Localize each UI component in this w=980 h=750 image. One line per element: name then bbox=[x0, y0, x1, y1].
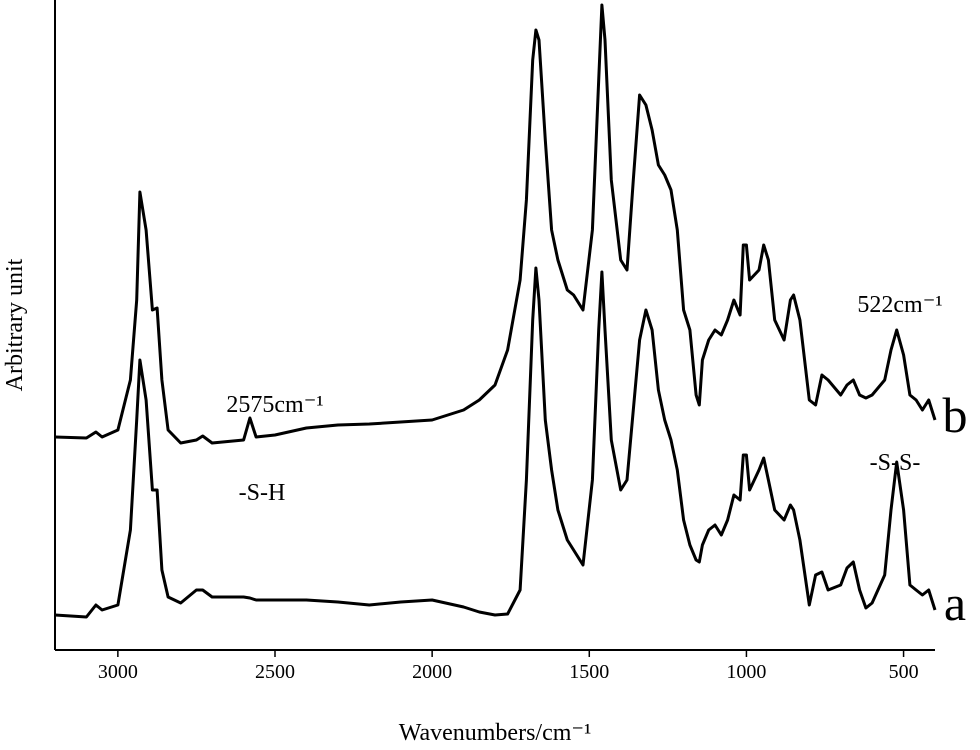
x-tick-label: 2000 bbox=[412, 661, 452, 683]
spectrum-line bbox=[54, 266, 937, 619]
x-tick-label: 1500 bbox=[569, 661, 609, 683]
series-label: b bbox=[943, 387, 968, 443]
annotation: -S-S- bbox=[870, 450, 921, 476]
y-axis-label: Arbitrary unit bbox=[2, 258, 28, 391]
x-tick-label: 2500 bbox=[255, 661, 295, 683]
series-label: a bbox=[944, 575, 966, 631]
annotation: 2575cm⁻¹ bbox=[226, 392, 323, 418]
x-tick-label: 3000 bbox=[98, 661, 138, 683]
annotation: -S-H bbox=[239, 480, 286, 506]
x-axis-label: Wavenumbers/cm⁻¹ bbox=[399, 720, 592, 746]
x-tick-label: 500 bbox=[889, 661, 919, 683]
x-tick-label: 1000 bbox=[726, 661, 766, 683]
spectrum-line bbox=[54, 3, 937, 445]
annotation: 522cm⁻¹ bbox=[857, 292, 942, 318]
